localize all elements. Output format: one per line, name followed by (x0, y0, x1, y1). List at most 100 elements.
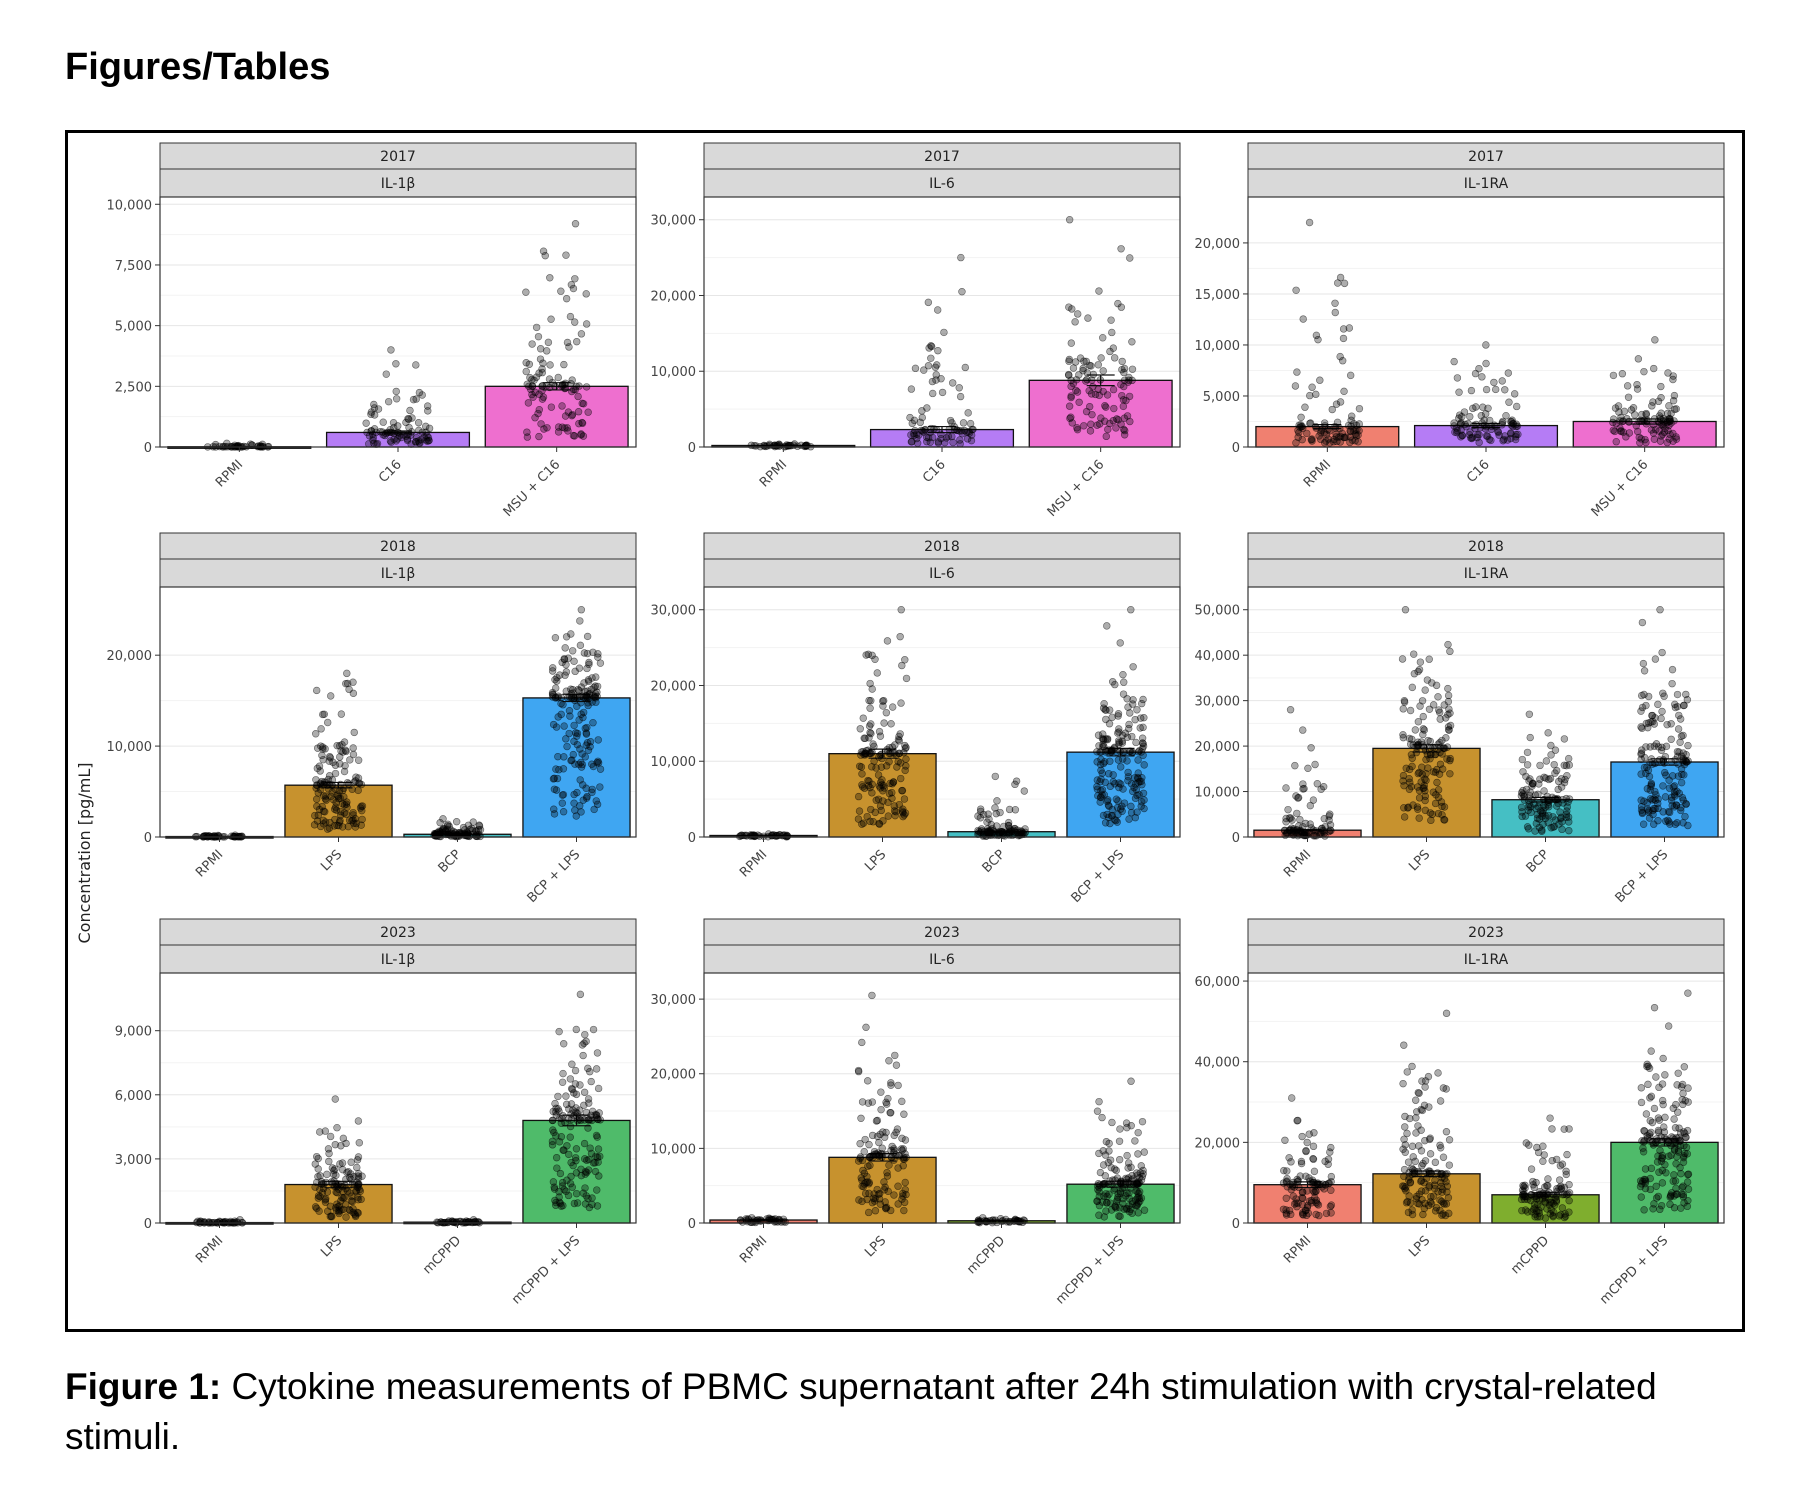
data-point (1565, 761, 1574, 769)
y-tick-label: 5,000 (1203, 390, 1240, 405)
data-point (315, 762, 324, 770)
x-tick-label: C16 (1464, 457, 1493, 486)
data-point (1083, 369, 1092, 377)
data-point (1446, 647, 1454, 656)
data-point (557, 710, 565, 719)
data-point (929, 389, 937, 398)
data-point (1673, 1153, 1681, 1161)
data-point (1408, 1142, 1417, 1151)
data-point (570, 721, 578, 730)
data-point (583, 693, 591, 702)
data-point (335, 818, 344, 826)
data-point (464, 821, 473, 829)
data-point (1324, 435, 1332, 443)
data-point (1683, 1178, 1692, 1186)
data-point (331, 1095, 339, 1103)
data-point (1609, 371, 1618, 380)
data-point (1446, 754, 1454, 763)
y-tick-label: 50,000 (1195, 604, 1241, 619)
data-point (332, 1206, 341, 1215)
data-point (574, 392, 582, 401)
data-point (886, 1206, 895, 1215)
data-point (1297, 1159, 1306, 1168)
data-point (1676, 715, 1685, 723)
data-point (1128, 338, 1136, 346)
data-point (328, 1164, 337, 1172)
data-point (544, 338, 553, 347)
data-point (1654, 700, 1662, 709)
data-point (1669, 1104, 1678, 1112)
data-point (1667, 735, 1675, 743)
data-point (1005, 829, 1013, 837)
data-point (312, 730, 320, 738)
data-point (550, 774, 559, 783)
data-point (1299, 823, 1307, 831)
data-point (1669, 396, 1678, 405)
data-point (1453, 427, 1461, 435)
data-point (348, 785, 356, 793)
data-point (1399, 731, 1407, 739)
y-tick-label: 0 (144, 441, 152, 456)
data-point (1400, 781, 1408, 790)
data-point (883, 637, 892, 645)
data-point (1654, 816, 1662, 825)
panel-2017-IL1RA: 2017 IL-1RA 0 5,000 10,000 15,000 20,000 RPMI C1… (1195, 142, 1725, 520)
data-point (1301, 403, 1309, 411)
data-point (422, 422, 430, 431)
data-point (561, 384, 569, 393)
data-point (1139, 1166, 1147, 1175)
data-point (343, 1168, 351, 1177)
data-point (860, 1180, 869, 1188)
data-point (857, 763, 866, 771)
data-point (1504, 369, 1513, 377)
data-point (583, 664, 591, 673)
data-point (1318, 826, 1327, 835)
data-point (577, 606, 586, 614)
data-point (582, 741, 590, 749)
data-point (555, 1193, 563, 1201)
data-point (1667, 758, 1676, 766)
data-point (1524, 825, 1533, 833)
data-point (328, 1212, 336, 1221)
strip-cytokine (159, 168, 637, 198)
data-point (1123, 1151, 1131, 1160)
data-point (1662, 817, 1670, 825)
data-point (1533, 1143, 1541, 1152)
data-point (1419, 725, 1427, 733)
data-point (592, 1065, 601, 1073)
data-point (1125, 747, 1134, 755)
data-point (363, 428, 371, 437)
data-point (1066, 414, 1074, 423)
data-point (568, 1060, 576, 1068)
data-point (1310, 1188, 1318, 1196)
data-point (1428, 810, 1436, 819)
data-point (878, 754, 886, 763)
data-point (546, 274, 554, 282)
data-point (567, 1100, 576, 1108)
data-point (1526, 803, 1535, 811)
strip-year (1247, 142, 1725, 170)
data-point (1650, 1200, 1658, 1208)
data-point (321, 795, 330, 803)
data-point (1095, 1097, 1103, 1106)
data-point (1642, 411, 1650, 419)
data-point (1339, 325, 1348, 333)
data-point (1417, 1176, 1426, 1185)
data-point (1133, 1202, 1141, 1210)
data-point (559, 1112, 567, 1120)
data-point (941, 438, 949, 447)
data-point (545, 383, 554, 392)
data-point (1676, 1142, 1685, 1150)
data-point (1300, 784, 1308, 793)
data-point (1122, 1174, 1130, 1183)
data-point (958, 287, 966, 296)
data-point (346, 1189, 354, 1197)
data-point (560, 1040, 568, 1048)
data-point (1639, 1144, 1647, 1152)
data-point (321, 1198, 330, 1206)
data-point (1411, 1096, 1420, 1104)
data-point (1438, 736, 1446, 745)
data-point (937, 430, 945, 439)
data-point (1645, 1137, 1654, 1145)
data-point (326, 1132, 335, 1141)
